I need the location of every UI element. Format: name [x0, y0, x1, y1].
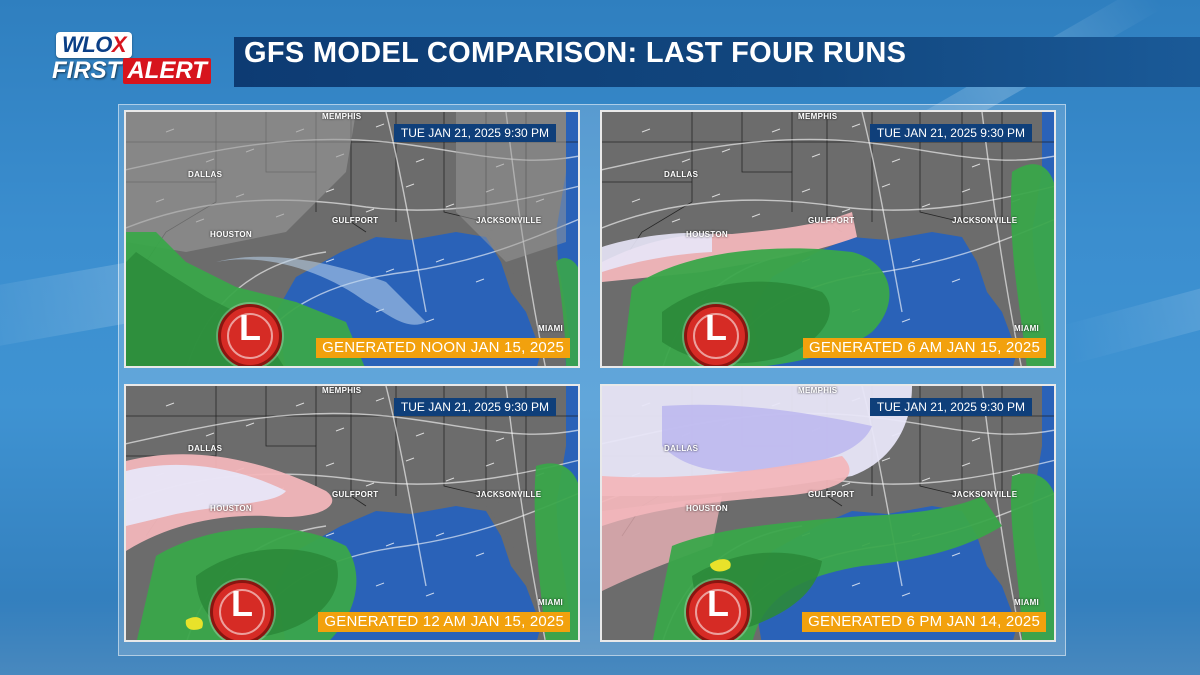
title-bar: GFS MODEL COMPARISON: LAST FOUR RUNS	[234, 37, 1200, 87]
low-pressure-ring	[693, 313, 739, 359]
low-pressure-letter: L	[707, 583, 729, 624]
city-label-gulfport: GULFPORT	[808, 216, 855, 225]
logo-brand: FIRST ALERT	[52, 58, 224, 84]
low-pressure-ring	[219, 589, 265, 635]
city-label-gulfport: GULFPORT	[332, 490, 379, 499]
city-label-houston: HOUSTON	[210, 504, 252, 513]
low-pressure-letter: L	[231, 583, 253, 624]
low-pressure-marker: L	[210, 580, 274, 640]
city-label-miami: MIAMI	[1014, 598, 1040, 607]
station-logo: WLOX FIRST ALERT	[52, 32, 224, 84]
forecast-map	[126, 112, 578, 366]
city-label-jacksonville: JACKSONVILLE	[952, 216, 1018, 225]
low-pressure-ring	[695, 589, 741, 635]
city-label-miami: MIAMI	[538, 324, 564, 333]
valid-time-badge: TUE JAN 21, 2025 9:30 PM	[393, 124, 556, 142]
city-label-miami: MIAMI	[1014, 324, 1040, 333]
forecast-map	[602, 112, 1054, 366]
low-pressure-letter: L	[705, 307, 727, 348]
model-run-generated-badge: GENERATED NOON JAN 15, 2025	[316, 338, 570, 358]
logo-call-letters-main: WLO	[62, 32, 112, 57]
model-run-panel-4: MEMPHIS DALLAS HOUSTON GULFPORT JACKSONV…	[600, 384, 1056, 642]
city-label-houston: HOUSTON	[686, 230, 728, 239]
logo-call-letters-accent: X	[111, 32, 127, 57]
city-label-jacksonville: JACKSONVILLE	[476, 490, 542, 499]
model-run-generated-badge: GENERATED 6 AM JAN 15, 2025	[802, 338, 1046, 358]
city-label-dallas: DALLAS	[188, 170, 223, 179]
low-pressure-marker: L	[686, 580, 750, 640]
forecast-map	[602, 386, 1054, 640]
logo-first: FIRST	[52, 57, 122, 84]
city-label-dallas: DALLAS	[664, 170, 699, 179]
city-label-dallas: DALLAS	[664, 444, 699, 453]
model-run-generated-badge: GENERATED 6 PM JAN 14, 2025	[802, 612, 1046, 632]
logo-call-letters: WLOX	[56, 32, 133, 58]
city-label-memphis: MEMPHIS	[322, 112, 362, 121]
city-label-jacksonville: JACKSONVILLE	[476, 216, 542, 225]
page-title: GFS MODEL COMPARISON: LAST FOUR RUNS	[244, 37, 907, 69]
model-run-panel-3: MEMPHIS DALLAS HOUSTON GULFPORT JACKSONV…	[124, 384, 580, 642]
city-label-gulfport: GULFPORT	[332, 216, 379, 225]
valid-time-badge: TUE JAN 21, 2025 9:30 PM	[393, 398, 556, 416]
model-run-panel-2: MEMPHIS DALLAS HOUSTON GULFPORT JACKSONV…	[600, 110, 1056, 368]
logo-alert: ALERT	[123, 58, 211, 84]
city-label-dallas: DALLAS	[188, 444, 223, 453]
background-streak	[1058, 274, 1200, 366]
city-label-miami: MIAMI	[538, 598, 564, 607]
city-label-gulfport: GULFPORT	[808, 490, 855, 499]
city-label-memphis: MEMPHIS	[798, 386, 838, 395]
low-pressure-marker: L	[218, 304, 282, 366]
model-run-panel-1: MEMPHIS DALLAS HOUSTON GULFPORT JACKSONV…	[124, 110, 580, 368]
low-pressure-marker: L	[684, 304, 748, 366]
city-label-memphis: MEMPHIS	[798, 112, 838, 121]
valid-time-badge: TUE JAN 21, 2025 9:30 PM	[869, 124, 1032, 142]
low-pressure-ring	[227, 313, 273, 359]
city-label-memphis: MEMPHIS	[322, 386, 362, 395]
forecast-map	[126, 386, 578, 640]
city-label-jacksonville: JACKSONVILLE	[952, 490, 1018, 499]
city-label-houston: HOUSTON	[210, 230, 252, 239]
model-run-generated-badge: GENERATED 12 AM JAN 15, 2025	[318, 612, 570, 632]
low-pressure-letter: L	[239, 307, 261, 348]
city-label-houston: HOUSTON	[686, 504, 728, 513]
valid-time-badge: TUE JAN 21, 2025 9:30 PM	[869, 398, 1032, 416]
